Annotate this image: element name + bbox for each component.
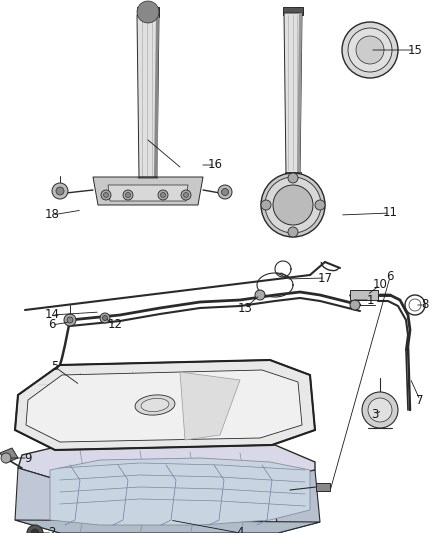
Circle shape [137,1,159,23]
Circle shape [52,183,68,199]
Circle shape [158,190,168,200]
Polygon shape [316,483,330,491]
Text: 15: 15 [408,44,422,56]
Polygon shape [138,177,158,178]
Text: 10: 10 [373,279,388,292]
Circle shape [288,173,298,183]
Circle shape [222,189,229,196]
Text: 6: 6 [48,319,56,332]
Polygon shape [15,468,60,533]
Polygon shape [26,370,302,442]
Polygon shape [137,7,159,17]
Circle shape [265,177,321,233]
Circle shape [27,525,43,533]
Polygon shape [283,7,303,15]
Circle shape [103,192,109,198]
Text: 3: 3 [371,408,379,422]
Polygon shape [285,172,301,175]
Text: 9: 9 [24,451,32,464]
Circle shape [362,392,398,428]
Circle shape [123,190,133,200]
Text: 1: 1 [366,294,374,306]
Polygon shape [58,480,278,533]
Polygon shape [50,458,310,525]
Circle shape [350,300,360,310]
Polygon shape [15,360,315,450]
Circle shape [255,290,265,300]
Circle shape [218,185,232,199]
Circle shape [184,192,188,198]
Circle shape [64,314,76,326]
Polygon shape [18,445,315,480]
Text: 11: 11 [382,206,398,220]
Polygon shape [108,185,188,201]
Circle shape [348,28,392,72]
Polygon shape [180,372,240,440]
Circle shape [67,317,73,323]
Text: 17: 17 [318,271,332,285]
Polygon shape [137,15,159,178]
Circle shape [261,200,271,210]
Circle shape [288,227,298,237]
Circle shape [160,192,166,198]
Ellipse shape [135,395,175,415]
Polygon shape [93,177,203,205]
Polygon shape [297,13,302,175]
Text: 16: 16 [208,158,223,172]
Polygon shape [350,290,378,300]
Circle shape [126,192,131,198]
Polygon shape [15,520,320,533]
Circle shape [315,200,325,210]
Text: 13: 13 [237,302,252,314]
Polygon shape [154,15,159,178]
Text: 14: 14 [45,309,60,321]
Circle shape [261,173,325,237]
Circle shape [273,185,313,225]
Circle shape [356,36,384,64]
Circle shape [100,313,110,323]
Text: 12: 12 [107,319,123,332]
Text: 6: 6 [386,271,394,284]
Circle shape [102,316,107,320]
Text: 7: 7 [416,393,424,407]
Text: 8: 8 [421,298,429,311]
Circle shape [31,529,39,533]
Circle shape [56,187,64,195]
Text: 4: 4 [236,527,244,533]
Text: 18: 18 [45,208,60,222]
Polygon shape [0,448,18,463]
Circle shape [368,398,392,422]
Text: 2: 2 [48,527,56,533]
Polygon shape [272,470,320,533]
Circle shape [181,190,191,200]
Text: 5: 5 [51,360,59,374]
Circle shape [101,190,111,200]
Circle shape [1,453,11,463]
Circle shape [342,22,398,78]
Ellipse shape [141,398,169,411]
Polygon shape [284,13,302,175]
